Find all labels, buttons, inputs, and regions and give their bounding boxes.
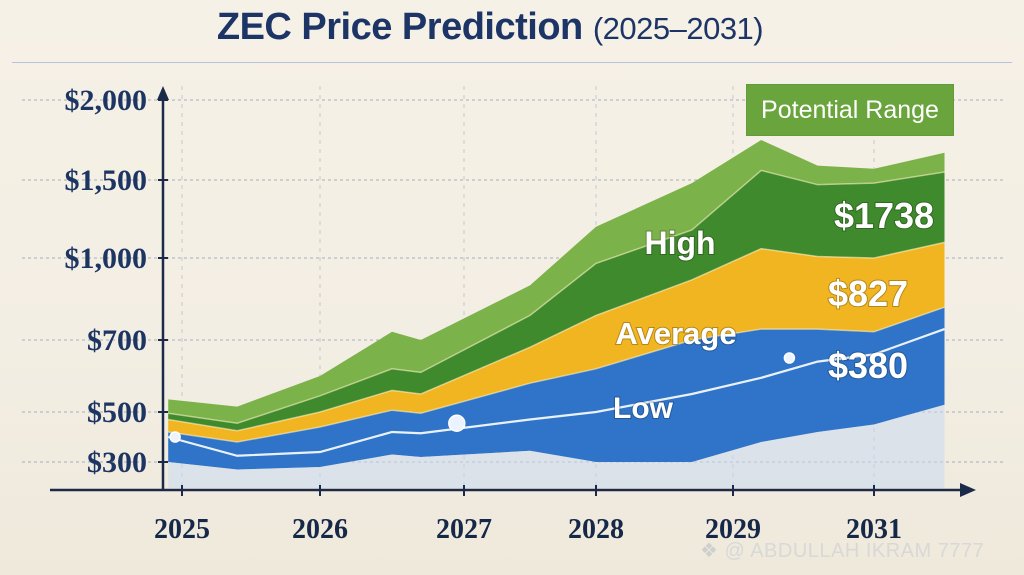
y-tick-label-4: $500	[87, 396, 147, 429]
band-low-haze	[168, 404, 945, 488]
watermark-logo-icon: ❖	[700, 540, 719, 562]
title-divider	[12, 62, 1012, 63]
x-tick-label-1: 2026	[292, 514, 348, 545]
trend-line	[167, 328, 945, 457]
band-high	[168, 170, 945, 431]
y-tick-label-0: $2,000	[65, 84, 148, 117]
legend-label: Potential Range	[761, 95, 939, 124]
y-tick-label-5: $300	[87, 446, 147, 479]
y-tick-label-1: $1,500	[65, 164, 148, 197]
band-edge-1	[168, 169, 945, 425]
band-edge-3	[168, 306, 945, 443]
y-tick-label-2: $1,000	[65, 242, 148, 275]
trend-marker-2	[783, 352, 796, 364]
x-tick-label-2: 2027	[436, 514, 492, 545]
trend-marker-0	[169, 431, 181, 443]
trend-marker-1	[448, 414, 466, 432]
label-high: High	[644, 225, 715, 261]
y-tick-label-3: $700	[87, 324, 147, 357]
x-tick-label-4: 2029	[705, 514, 761, 545]
y-axis-arrow-icon	[157, 86, 169, 100]
band-edge-2	[168, 241, 945, 432]
band-average	[168, 242, 945, 442]
watermark-text: @ ABDULLAH IKRAM 7777	[724, 540, 985, 562]
chart-title-main: ZEC Price Prediction	[216, 6, 583, 48]
chart-title: ZEC Price Prediction (2025–2031)	[0, 6, 980, 49]
x-tick-label-0: 2025	[154, 514, 210, 545]
band-potential-range	[168, 140, 945, 424]
value-low: $380	[828, 345, 908, 386]
value-high: $1738	[834, 195, 934, 236]
legend-potential-range: Potential Range	[746, 84, 954, 136]
x-axis-arrow-icon	[960, 483, 976, 497]
band-low	[168, 307, 945, 470]
x-tick-label-5: 2031	[846, 514, 902, 545]
x-tick-label-3: 2028	[568, 514, 624, 545]
watermark: ❖ @ ABDULLAH IKRAM 7777	[700, 538, 984, 563]
chart-title-years: (2025–2031)	[592, 11, 764, 46]
label-low: Low	[613, 392, 674, 425]
value-average: $827	[828, 273, 908, 314]
label-average: Average	[615, 316, 736, 351]
